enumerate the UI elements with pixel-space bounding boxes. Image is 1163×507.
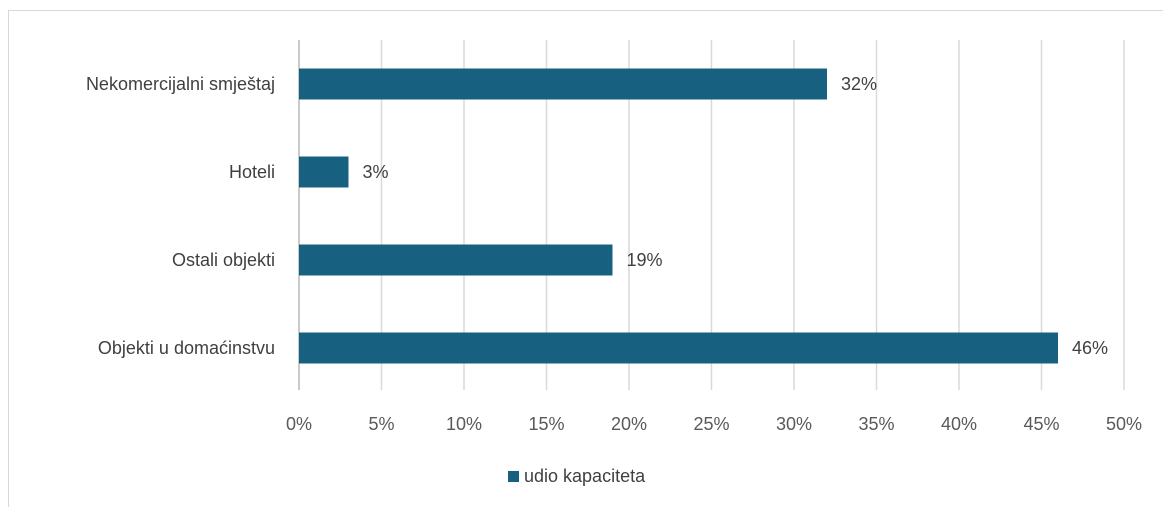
- bar: [299, 332, 1058, 364]
- data-label: 3%: [363, 162, 389, 182]
- x-tick-label: 45%: [1023, 414, 1059, 434]
- chart-frame: [8, 10, 1163, 507]
- category-label: Hoteli: [229, 162, 275, 182]
- x-tick-label: 35%: [858, 414, 894, 434]
- data-label: 32%: [841, 74, 877, 94]
- x-tick-label: 20%: [611, 414, 647, 434]
- x-tick-label: 10%: [446, 414, 482, 434]
- x-tick-label: 40%: [941, 414, 977, 434]
- x-tick-label: 15%: [528, 414, 564, 434]
- category-label: Nekomercijalni smještaj: [86, 74, 275, 94]
- legend-swatch: [508, 471, 519, 482]
- data-label: 19%: [627, 250, 663, 270]
- category-label: Objekti u domaćinstvu: [98, 338, 275, 358]
- bar: [299, 244, 613, 276]
- bar: [299, 156, 349, 188]
- x-tick-label: 50%: [1106, 414, 1142, 434]
- bar: [299, 68, 827, 100]
- data-label: 46%: [1072, 338, 1108, 358]
- x-tick-label: 0%: [286, 414, 312, 434]
- x-tick-label: 25%: [693, 414, 729, 434]
- legend: udio kapaciteta: [508, 466, 645, 487]
- legend-label: udio kapaciteta: [524, 466, 646, 486]
- x-tick-label: 5%: [368, 414, 394, 434]
- category-label: Ostali objekti: [172, 250, 275, 270]
- x-tick-label: 30%: [776, 414, 812, 434]
